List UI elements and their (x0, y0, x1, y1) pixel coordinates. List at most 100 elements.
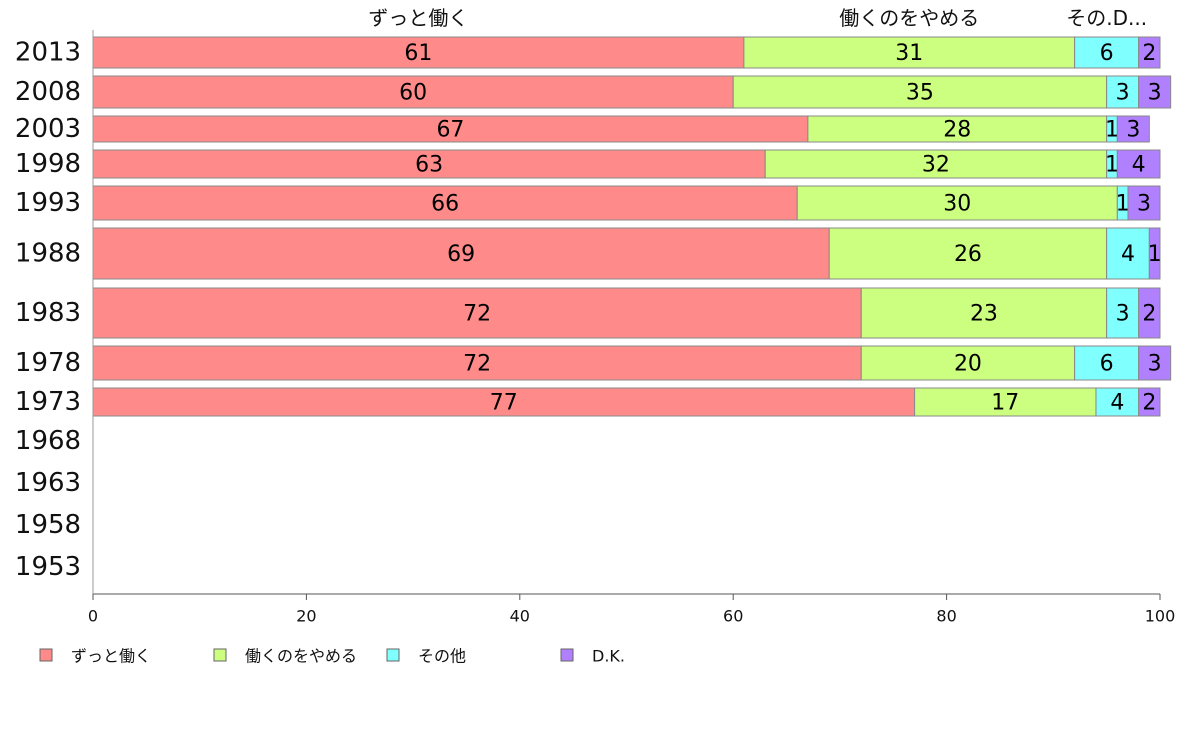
value-label-1998-s3: 4 (1132, 153, 1146, 178)
value-label-1978-s0: 72 (463, 352, 491, 377)
legend-label-2: その他 (418, 647, 466, 666)
legend-swatch-0 (39, 648, 53, 662)
value-label-2008-s2: 3 (1116, 81, 1130, 106)
bar-segment-1998-s3 (1116, 149, 1161, 179)
x-tick-label-0: 0 (88, 607, 98, 626)
bar-segment-1988-s1 (828, 227, 1108, 280)
value-label-1998-s2: 1 (1105, 153, 1119, 178)
value-label-1978-s3: 3 (1148, 352, 1162, 377)
value-label-2013-s1: 31 (895, 41, 923, 66)
bar-segment-2003-s1 (807, 115, 1108, 143)
year-label-1973: 1973 (15, 387, 81, 417)
bar-segment-1978-s2 (1074, 345, 1140, 381)
value-label-1983-s0: 72 (463, 302, 491, 327)
bar-segment-2013-s1 (743, 36, 1076, 69)
value-label-1998-s1: 32 (922, 153, 950, 178)
bar-segment-1983-s1 (860, 287, 1108, 339)
top-labels: ずっと働く 働くのをやめる その.D... (368, 6, 1147, 30)
value-label-2008-s1: 35 (906, 81, 934, 106)
bar-segment-2013-s0 (92, 36, 745, 69)
x-tick-label-100: 100 (1145, 607, 1176, 626)
bar-segment-1993-s1 (796, 185, 1118, 221)
x-tick-label-20: 20 (296, 607, 316, 626)
value-label-1978-s2: 6 (1100, 352, 1114, 377)
legend: ずっと働く 働くのをやめる その他 D.K. (39, 647, 625, 666)
year-label-1998: 1998 (15, 149, 81, 179)
year-label-1988: 1988 (15, 239, 81, 269)
value-label-2013-s0: 61 (404, 41, 432, 66)
year-labels: 2013 2008 2003 1998 1993 1988 1983 1978 1973 1968… (15, 38, 81, 583)
year-label-2008: 2008 (15, 77, 81, 107)
bar-segment-1998-s0 (92, 149, 766, 179)
value-label-2003-s3: 3 (1126, 118, 1140, 143)
value-label-1988-s2: 4 (1121, 242, 1135, 267)
legend-label-0: ずっと働く (71, 647, 151, 666)
year-label-1978: 1978 (15, 348, 81, 378)
bar-segment-2008-s0 (92, 75, 734, 109)
bar-segment-1988-s3 (1148, 227, 1161, 280)
value-label-1973-s2: 4 (1110, 391, 1124, 416)
value-label-1978-s1: 20 (954, 352, 982, 377)
legend-label-1: 働くのをやめる (245, 647, 357, 666)
bar-segment-1973-s1 (914, 387, 1097, 417)
year-label-1963: 1963 (15, 468, 81, 498)
x-tick-label-80: 80 (936, 607, 956, 626)
year-label-2013: 2013 (15, 38, 81, 68)
x-tick-label-60: 60 (723, 607, 743, 626)
bar-segment-1978-s3 (1138, 345, 1172, 381)
legend-swatch-2 (386, 648, 400, 662)
bars-group: 61 31 6 260 35 3 367 28 1 363 32 1 466 30 1 369 26 4 172 23… (92, 36, 1172, 417)
value-label-1998-s0: 63 (415, 153, 443, 178)
value-label-1973-s3: 2 (1142, 391, 1156, 416)
value-label-1988-s0: 69 (447, 242, 475, 267)
value-label-1973-s0: 77 (490, 391, 518, 416)
year-label-1983: 1983 (15, 298, 81, 328)
bar-segment-2013-s2 (1074, 36, 1140, 69)
bar-segment-1978-s1 (860, 345, 1076, 381)
bar-segment-1983-s3 (1138, 287, 1161, 339)
value-label-1988-s3: 1 (1148, 242, 1162, 267)
value-label-1993-s3: 3 (1137, 192, 1151, 217)
legend-swatch-1 (213, 648, 227, 662)
value-label-2003-s1: 28 (943, 118, 971, 143)
bar-segment-1983-s2 (1106, 287, 1140, 339)
value-label-2008-s3: 3 (1148, 81, 1162, 106)
value-label-2013-s2: 6 (1100, 41, 1114, 66)
top-label-1: 働くのをやめる (839, 6, 979, 30)
bar-segment-2008-s1 (732, 75, 1108, 109)
x-tick-label-40: 40 (510, 607, 530, 626)
value-label-1973-s1: 17 (991, 391, 1019, 416)
bar-segment-2013-s3 (1138, 36, 1161, 69)
value-label-1993-s0: 66 (431, 192, 459, 217)
value-label-2008-s0: 60 (399, 81, 427, 106)
bar-segment-2008-s2 (1106, 75, 1140, 109)
bar-segment-1978-s0 (92, 345, 862, 381)
bar-segment-2003-s3 (1116, 115, 1150, 143)
value-label-1983-s1: 23 (970, 302, 998, 327)
bar-segment-2008-s3 (1138, 75, 1172, 109)
bar-segment-1973-s3 (1138, 387, 1161, 417)
bar-segment-1993-s0 (92, 185, 798, 221)
value-label-1993-s2: 1 (1116, 192, 1130, 217)
x-axis: 0 20 40 60 80 100 (88, 30, 1175, 626)
bar-segment-1988-s0 (92, 227, 830, 280)
legend-label-3: D.K. (592, 647, 625, 666)
value-label-2003-s0: 67 (436, 118, 464, 143)
value-label-2003-s2: 1 (1105, 118, 1119, 143)
value-label-1988-s1: 26 (954, 242, 982, 267)
legend-swatch-3 (560, 648, 574, 662)
bar-segment-1993-s3 (1127, 185, 1161, 221)
value-label-2013-s3: 2 (1142, 41, 1156, 66)
top-label-2: その.D... (1066, 6, 1147, 30)
year-label-2003: 2003 (15, 114, 81, 144)
value-label-1993-s1: 30 (943, 192, 971, 217)
year-label-1953: 1953 (15, 552, 81, 582)
value-label-1983-s3: 2 (1142, 302, 1156, 327)
year-label-1993: 1993 (15, 188, 81, 218)
value-label-1983-s2: 3 (1116, 302, 1130, 327)
bar-segment-1988-s2 (1106, 227, 1150, 280)
top-label-0: ずっと働く (368, 6, 468, 30)
year-label-1968: 1968 (15, 426, 81, 456)
